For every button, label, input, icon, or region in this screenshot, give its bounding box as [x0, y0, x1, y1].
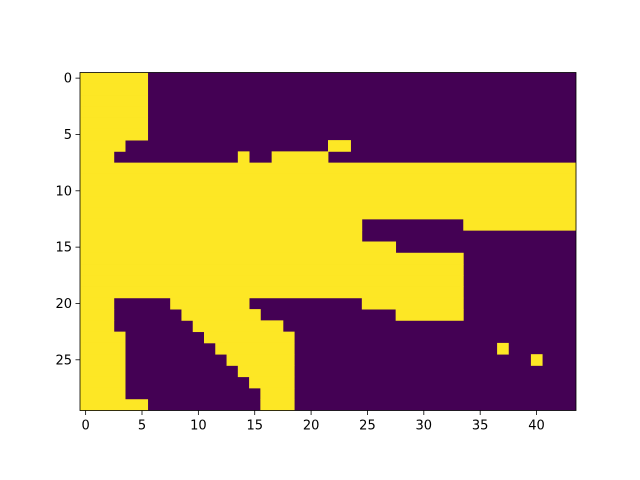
heatmap-cell-run [80, 207, 577, 220]
heatmap-cell-run [80, 354, 126, 366]
x-tick-label: 35 [472, 419, 489, 434]
heatmap-cell-run [80, 252, 464, 265]
y-tick-label: 15 [55, 241, 72, 256]
heatmap-cell-run [80, 185, 577, 197]
heatmap-cell-run [181, 309, 261, 321]
heatmap-cells [80, 72, 577, 411]
heatmap-cell-run [80, 275, 464, 287]
heatmap-cell-run [80, 342, 126, 355]
heatmap-cell-run [80, 230, 363, 242]
heatmap-cell-run [463, 218, 577, 231]
heatmap-cell-run [80, 399, 149, 411]
heatmap-cell-run [80, 297, 115, 310]
x-tick-label: 40 [528, 419, 545, 434]
heatmap-cell-run [204, 331, 295, 344]
x-axis: 0 5 10 15 20 25 30 35 40 [81, 410, 545, 434]
x-tick-label: 0 [81, 419, 89, 434]
heatmap-cell-run [237, 151, 250, 164]
y-tick-label: 10 [55, 184, 72, 199]
heatmap-cell-run [80, 106, 149, 118]
y-tick-label: 25 [55, 353, 72, 368]
y-tick-label: 20 [55, 297, 72, 312]
x-tick-label: 20 [303, 419, 320, 434]
heatmap-cell-run [80, 309, 115, 321]
heatmap-cell-run [271, 151, 329, 164]
heatmap-cell-run [237, 365, 295, 378]
heatmap-cell-run [80, 376, 126, 389]
heatmap-cell-run [80, 117, 149, 130]
heatmap-cell-run [192, 320, 284, 333]
heatmap-cell-run [361, 297, 464, 310]
heatmap-cell-run [328, 140, 351, 152]
y-tick-label: 5 [64, 128, 72, 143]
heatmap-cell-run [80, 128, 149, 141]
heatmap-cell-run [80, 218, 363, 231]
heatmap-cell-run [80, 286, 464, 299]
heatmap-cell-run [80, 241, 397, 254]
heatmap-cell-run [80, 196, 577, 209]
heatmap-cell-run [80, 151, 115, 164]
heatmap-cell-run [80, 83, 149, 96]
heatmap-cell-run [80, 140, 126, 152]
heatmap-cell-run [80, 162, 577, 175]
heatmap-cell-run [249, 376, 295, 389]
x-tick-label: 25 [359, 419, 376, 434]
heatmap-cell-run [215, 342, 295, 355]
heatmap-cell-run [80, 173, 577, 186]
heatmap-cell-run [530, 354, 543, 366]
y-axis: 0 5 10 15 20 25 [55, 72, 80, 368]
heatmap-cell-run [170, 297, 250, 310]
heatmap-cell-run [80, 387, 126, 400]
heatmap-cell-run [80, 331, 126, 344]
heatmap-cell-run [80, 264, 464, 276]
heatmap-cell-run [80, 320, 115, 333]
plot-frame [79, 72, 577, 411]
heatmap-cell-run [80, 72, 149, 85]
y-tick-label: 0 [64, 72, 72, 87]
heatmap-cell-run [497, 342, 509, 355]
x-tick-label: 10 [190, 419, 207, 434]
heatmap-cell-run [395, 309, 464, 321]
x-tick-label: 5 [138, 419, 146, 434]
heatmap-cell-run [226, 354, 295, 366]
heatmap-cell-run [260, 387, 295, 400]
heatmap-cell-run [260, 399, 295, 411]
x-tick-label: 30 [416, 419, 433, 434]
heatmap-cell-run [80, 365, 126, 378]
x-tick-label: 15 [246, 419, 263, 434]
heatmap-cell-run [80, 95, 149, 107]
